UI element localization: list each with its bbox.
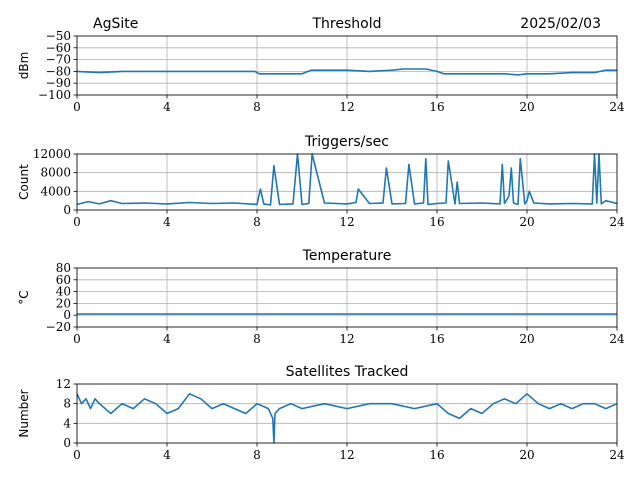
triggers-sec-ytick-label: 4000 xyxy=(40,184,71,198)
temperature-ytick-label: 80 xyxy=(56,261,71,275)
threshold-xtick-label: 0 xyxy=(73,100,81,114)
triggers-sec-title: Triggers/sec xyxy=(304,134,389,150)
threshold-ytick-label: −80 xyxy=(46,64,71,78)
temperature-ylabel: °C xyxy=(17,290,31,304)
threshold-xtick-label: 8 xyxy=(253,100,261,114)
threshold-ytick-label: −70 xyxy=(46,53,71,67)
threshold-ytick-label: −100 xyxy=(38,88,71,102)
satellites-tracked-ytick-label: 4 xyxy=(63,416,71,430)
triggers-sec-xtick-label: 4 xyxy=(163,215,171,229)
triggers-sec-ytick-label: 0 xyxy=(63,203,71,217)
temperature-xtick-label: 4 xyxy=(163,332,171,346)
threshold-ytick-label: −60 xyxy=(46,41,71,55)
temperature-ytick-label: 0 xyxy=(63,308,71,322)
site-label: AgSite xyxy=(93,16,138,32)
temperature-xtick-label: 20 xyxy=(519,332,534,346)
threshold-xtick-label: 24 xyxy=(609,100,625,114)
threshold-xtick-label: 16 xyxy=(429,100,444,114)
temperature-xtick-label: 16 xyxy=(429,332,444,346)
satellites-tracked-ytick-label: 0 xyxy=(63,436,71,450)
threshold-ytick-label: −90 xyxy=(46,76,71,90)
triggers-sec-ylabel: Count xyxy=(17,164,31,200)
temperature-xtick-label: 12 xyxy=(339,332,354,346)
triggers-sec-series-line xyxy=(76,153,618,206)
threshold-xtick-label: 12 xyxy=(339,100,354,114)
date-label: 2025/02/03 xyxy=(520,16,601,32)
satellites-tracked-xtick-label: 16 xyxy=(429,448,444,462)
threshold-title: Threshold xyxy=(312,16,382,32)
triggers-sec-xtick-label: 0 xyxy=(73,215,81,229)
satellites-tracked-xtick-label: 0 xyxy=(73,448,81,462)
threshold-series-line xyxy=(76,68,617,76)
temperature-ytick-label: 40 xyxy=(56,285,71,299)
threshold-xtick-label: 20 xyxy=(519,100,534,114)
triggers-sec-xtick-label: 24 xyxy=(609,215,625,229)
satellites-tracked-ylabel: Number xyxy=(17,389,31,437)
threshold-xtick-label: 4 xyxy=(163,100,171,114)
triggers-sec-xtick-label: 12 xyxy=(339,215,354,229)
satellites-tracked-xtick-label: 24 xyxy=(609,448,625,462)
satellites-tracked-panel: 0 4 8 12 16 20 24 0 4 8 12 Satellites Tracked Number xyxy=(17,364,625,462)
temperature-title: Temperature xyxy=(302,248,392,264)
triggers-sec-xtick-label: 20 xyxy=(519,215,534,229)
temperature-ytick-label: 20 xyxy=(56,296,71,310)
chart-panels: 0 4 8 12 16 20 24 −100−90−80−70−60−50 Threshold d… xyxy=(17,16,625,462)
threshold-panel: 0 4 8 12 16 20 24 −100−90−80−70−60−50 Threshold d… xyxy=(17,16,625,114)
satellites-tracked-xtick-label: 8 xyxy=(253,448,261,462)
temperature-xtick-label: 24 xyxy=(609,332,625,346)
triggers-sec-ytick-label: 12000 xyxy=(33,147,71,161)
satellites-tracked-xtick-label: 20 xyxy=(519,448,534,462)
threshold-ytick-label: −50 xyxy=(46,29,71,43)
satellites-tracked-xtick-label: 12 xyxy=(339,448,354,462)
temperature-ytick-label: −20 xyxy=(46,320,71,334)
triggers-sec-xtick-label: 16 xyxy=(429,215,444,229)
satellites-tracked-ytick-label: 12 xyxy=(56,377,71,391)
satellites-tracked-ytick-label: 8 xyxy=(63,397,71,411)
satellites-tracked-xtick-label: 4 xyxy=(163,448,171,462)
triggers-sec-panel: 0 4 8 12 16 20 24 0 4000 8000 12000 Triggers/sec Cou… xyxy=(17,134,625,229)
threshold-ylabel: dBm xyxy=(17,52,31,80)
satellites-tracked-series-line xyxy=(76,393,618,444)
temperature-ytick-label: 60 xyxy=(56,273,71,287)
triggers-sec-xtick-label: 8 xyxy=(253,215,261,229)
temperature-xtick-label: 0 xyxy=(73,332,81,346)
satellites-tracked-title: Satellites Tracked xyxy=(286,364,409,380)
temperature-xtick-label: 8 xyxy=(253,332,261,346)
triggers-sec-ytick-label: 8000 xyxy=(40,166,71,180)
